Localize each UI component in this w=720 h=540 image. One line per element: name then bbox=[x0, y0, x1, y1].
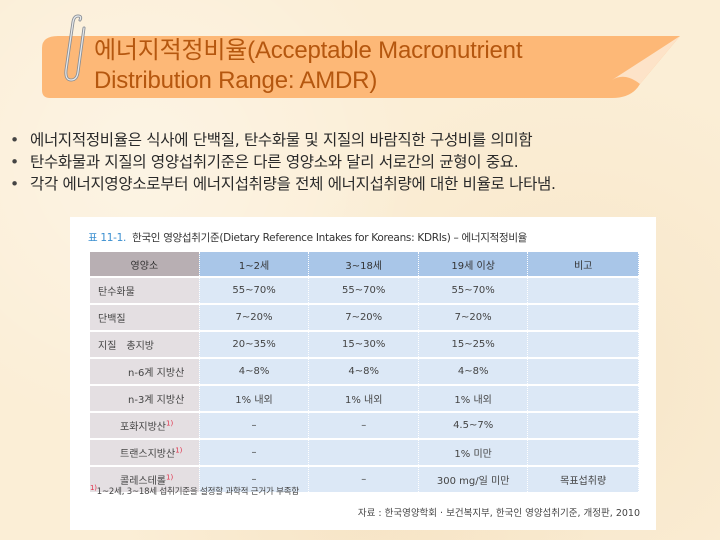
footnote-marker: 1) bbox=[175, 446, 183, 455]
header-age-19-plus: 19세 이상 bbox=[418, 252, 529, 278]
value-cell: – bbox=[308, 412, 420, 440]
value-cell bbox=[308, 439, 420, 467]
page-curl-icon bbox=[612, 36, 680, 84]
nutrient-label: 포화지방산 bbox=[120, 422, 166, 433]
note-cell bbox=[527, 385, 639, 413]
bullet-text: 에너지적정비율은 식사에 단백질, 탄수화물 및 지질의 바람직한 구성비를 의… bbox=[30, 131, 533, 149]
bullet-marker: • bbox=[10, 153, 19, 171]
table-row: 트랜스지방산1) – 1% 미만 bbox=[90, 439, 639, 467]
nutrient-cell: n-6계 지방산 bbox=[90, 358, 200, 386]
nutrient-cell: 단백질 bbox=[90, 304, 200, 332]
value-cell: 55~70% bbox=[418, 277, 529, 305]
footnote-marker: 1) bbox=[166, 419, 174, 428]
caption-number: 표 11-1. bbox=[88, 232, 127, 244]
header-note: 비고 bbox=[527, 252, 639, 278]
value-cell: 4~8% bbox=[308, 358, 420, 386]
nutrient-cell: 콜레스테롤1) bbox=[90, 466, 200, 494]
nutrient-cell: 지질 총지방 bbox=[90, 331, 200, 359]
nutrient-cell: 트랜스지방산1) bbox=[90, 439, 200, 467]
value-cell: 7~20% bbox=[418, 304, 529, 332]
title-line-2: Distribution Range: AMDR) bbox=[94, 67, 378, 94]
table-row: 탄수화물 55~70% 55~70% 55~70% bbox=[90, 277, 639, 305]
paperclip-icon bbox=[64, 14, 86, 82]
note-cell bbox=[527, 412, 639, 440]
bullet-text: 탄수화물과 지질의 영양섭취기준은 다른 영양소와 달리 서로간의 균형이 중요… bbox=[30, 153, 519, 171]
value-cell: 15~30% bbox=[308, 331, 420, 359]
table-caption: 표 11-1. 한국인 영양섭취기준(Dietary Reference Inta… bbox=[88, 230, 527, 245]
note-cell bbox=[527, 331, 639, 359]
table-row: 지질 총지방 20~35% 15~30% 15~25% bbox=[90, 331, 639, 359]
bullet-item: • 에너지적정비율은 식사에 단백질, 탄수화물 및 지질의 바람직한 구성비를 … bbox=[0, 129, 556, 151]
header-nutrient: 영양소 bbox=[90, 252, 200, 278]
table-row: n-3계 지방산 1% 내외 1% 내외 1% 내외 bbox=[90, 385, 639, 413]
value-cell: 4.5~7% bbox=[418, 412, 529, 440]
value-cell: 1% 미만 bbox=[418, 439, 529, 467]
bullet-text: 각각 에너지영양소로부터 에너지섭취량을 전체 에너지섭취량에 대한 비율로 나… bbox=[30, 175, 556, 193]
footnote-marker: 1) bbox=[166, 473, 174, 482]
header-age-3-18: 3~18세 bbox=[308, 252, 420, 278]
table-row: 포화지방산1) – – 4.5~7% bbox=[90, 412, 639, 440]
title-line-1: 에너지적정비율(Acceptable Macronutrient bbox=[94, 37, 523, 64]
table-footnote: 1)1~2세, 3~18세 섭취기준을 설정할 과학적 근거가 부족함 bbox=[90, 484, 299, 497]
bullet-marker: • bbox=[10, 131, 19, 149]
value-cell: – bbox=[199, 466, 310, 494]
nutrient-label: 콜레스테롤 bbox=[120, 476, 166, 487]
nutrient-label: 트랜스지방산 bbox=[120, 449, 176, 460]
note-cell: 목표섭취량 bbox=[527, 466, 639, 494]
value-cell: 15~25% bbox=[418, 331, 529, 359]
value-cell: 7~20% bbox=[199, 304, 310, 332]
value-cell: 55~70% bbox=[199, 277, 310, 305]
value-cell: 55~70% bbox=[308, 277, 420, 305]
note-cell bbox=[527, 277, 639, 305]
value-cell: – bbox=[199, 439, 310, 467]
bullet-item: • 각각 에너지영양소로부터 에너지섭취량을 전체 에너지섭취량에 대한 비율로 … bbox=[0, 173, 556, 195]
slide-title: 에너지적정비율(Acceptable Macronutrient Distrib… bbox=[94, 36, 654, 96]
value-cell: 4~8% bbox=[199, 358, 310, 386]
value-cell: 1% 내외 bbox=[199, 385, 310, 413]
footnote-marker: 1) bbox=[90, 484, 97, 492]
table-row: 단백질 7~20% 7~20% 7~20% bbox=[90, 304, 639, 332]
table-row: 콜레스테롤1) – – 300 mg/일 미만 목표섭취량 bbox=[90, 466, 639, 494]
value-cell: – bbox=[308, 466, 420, 494]
title-banner bbox=[40, 32, 680, 100]
banner-shape bbox=[42, 36, 680, 98]
table-figure: 표 11-1. 한국인 영양섭취기준(Dietary Reference Inta… bbox=[70, 217, 656, 530]
value-cell: 1% 내외 bbox=[308, 385, 420, 413]
note-cell bbox=[527, 439, 639, 467]
bullet-marker: • bbox=[10, 175, 19, 193]
value-cell: – bbox=[199, 412, 310, 440]
note-cell bbox=[527, 304, 639, 332]
value-cell: 20~35% bbox=[199, 331, 310, 359]
bullet-item: • 탄수화물과 지질의 영양섭취기준은 다른 영양소와 달리 서로간의 균형이 중… bbox=[0, 151, 556, 173]
header-age-1-2: 1~2세 bbox=[199, 252, 310, 278]
value-cell: 4~8% bbox=[418, 358, 529, 386]
table-source: 자료 : 한국영양학회 · 보건복지부, 한국인 영양섭취기준, 개정판, 20… bbox=[357, 508, 640, 519]
note-cell bbox=[527, 358, 639, 386]
value-cell: 300 mg/일 미만 bbox=[418, 466, 529, 494]
value-cell: 1% 내외 bbox=[418, 385, 529, 413]
table-row: n-6계 지방산 4~8% 4~8% 4~8% bbox=[90, 358, 639, 386]
nutrient-cell: 포화지방산1) bbox=[90, 412, 200, 440]
table-header-row: 영양소 1~2세 3~18세 19세 이상 비고 bbox=[90, 252, 639, 278]
caption-text: 한국인 영양섭취기준(Dietary Reference Intakes for… bbox=[132, 232, 528, 244]
bullet-list: • 에너지적정비율은 식사에 단백질, 탄수화물 및 지질의 바람직한 구성비를 … bbox=[0, 129, 556, 195]
nutrient-cell: 탄수화물 bbox=[90, 277, 200, 305]
amdr-table: 영양소 1~2세 3~18세 19세 이상 비고 탄수화물 55~70% 55~… bbox=[90, 252, 639, 494]
value-cell: 7~20% bbox=[308, 304, 420, 332]
footnote-text: 1~2세, 3~18세 섭취기준을 설정할 과학적 근거가 부족함 bbox=[96, 486, 299, 497]
nutrient-cell: n-3계 지방산 bbox=[90, 385, 200, 413]
